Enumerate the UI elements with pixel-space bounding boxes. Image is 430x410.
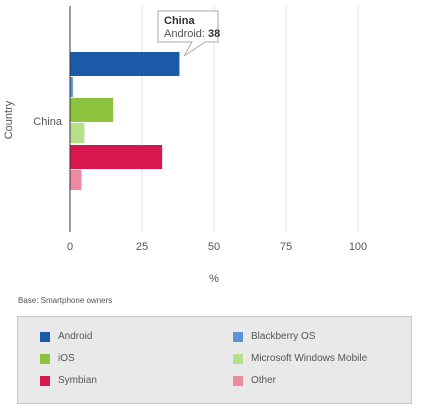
legend-item-android[interactable]: Android <box>40 331 92 342</box>
legend-label-windows-mobile: Microsoft Windows Mobile <box>251 353 368 364</box>
tooltip-box <box>157 10 219 57</box>
legend-label-android: Android <box>58 331 93 342</box>
x-tick-label-100: 100 <box>349 241 367 253</box>
legend-item-windows-mobile[interactable]: Microsoft Windows Mobile <box>233 353 367 364</box>
bar-symbian[interactable] <box>70 145 163 169</box>
gridlines <box>141 6 359 232</box>
bar-other[interactable] <box>70 170 82 190</box>
base-note: Base: Smartphone owners <box>18 296 113 305</box>
x-axis-title: % <box>209 273 219 285</box>
legend-swatch-other <box>233 375 243 386</box>
legend-item-other[interactable]: Other <box>233 375 276 386</box>
legend-swatch-ios <box>40 353 50 364</box>
x-tick-labels: 0 25 50 75 100 <box>67 241 367 253</box>
bar-android[interactable] <box>70 52 180 76</box>
bar-microsoft-windows-mobile[interactable] <box>70 123 85 143</box>
legend-swatch-windows-mobile <box>233 353 243 364</box>
tooltip-series-label: Android: <box>164 28 205 40</box>
legend-swatch-symbian <box>40 375 50 386</box>
legend-label-other: Other <box>251 375 277 386</box>
bar-chart: 0 25 50 75 100 China % Country China Android… <box>3 6 367 285</box>
tooltip-series: Android: 38 <box>164 28 220 40</box>
legend: Android Blackberry OS iOS Microsoft Wind… <box>17 316 412 404</box>
bar-ios[interactable] <box>70 98 114 122</box>
tooltip-title: China <box>164 15 195 27</box>
tooltip-value: 38 <box>208 28 220 40</box>
legend-label-ios: iOS <box>58 353 75 364</box>
x-tick-label-50: 50 <box>208 241 220 253</box>
legend-item-symbian[interactable]: Symbian <box>40 375 97 386</box>
x-tick-label-25: 25 <box>136 241 148 253</box>
y-axis-title: Country <box>3 100 15 139</box>
bar-blackberry-os[interactable] <box>70 77 73 97</box>
legend-label-symbian: Symbian <box>58 375 97 386</box>
category-label-china: China <box>33 116 63 128</box>
legend-swatch-blackberry-os <box>233 331 243 342</box>
tooltip: China Android: 38 <box>157 10 220 57</box>
legend-swatch-android <box>40 331 50 342</box>
x-tick-label-0: 0 <box>67 241 73 253</box>
legend-item-blackberry-os[interactable]: Blackberry OS <box>233 331 315 342</box>
x-tick-label-75: 75 <box>280 241 292 253</box>
legend-item-ios[interactable]: iOS <box>40 353 75 364</box>
bars <box>70 52 180 190</box>
legend-label-blackberry-os: Blackberry OS <box>251 331 316 342</box>
